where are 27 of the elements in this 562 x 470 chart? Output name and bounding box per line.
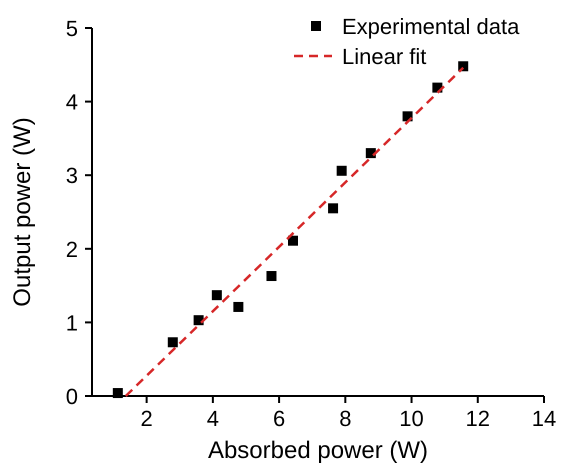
y-tick-label: 1	[66, 310, 78, 336]
x-tick-label: 10	[399, 406, 424, 431]
x-tick-label: 14	[532, 406, 556, 431]
x-tick-label: 8	[339, 406, 352, 431]
point	[366, 148, 376, 158]
y-tick-label: 2	[66, 236, 78, 262]
y-tick-label: 5	[66, 16, 78, 41]
y-tick-label: 0	[66, 384, 78, 409]
y-tick-label: 4	[66, 90, 78, 115]
x-tick-label: 12	[466, 406, 490, 431]
x-axis-title: Absorbed power (W)	[208, 437, 428, 464]
x-tick-label: 6	[272, 406, 286, 431]
point	[288, 236, 298, 246]
point	[212, 290, 222, 300]
x-tick-label: 4	[206, 406, 219, 431]
point	[168, 337, 178, 348]
point	[266, 271, 276, 282]
legend-label: Linear fit	[342, 44, 426, 69]
point	[233, 302, 244, 312]
legend-label: Experimental data	[342, 14, 520, 39]
x-tick-label: 2	[140, 406, 153, 431]
y-axis-title: Output power (W)	[9, 117, 36, 307]
point	[194, 315, 204, 326]
point	[112, 388, 123, 398]
point	[336, 166, 347, 176]
point	[328, 203, 338, 214]
y-tick-label: 3	[66, 163, 78, 188]
